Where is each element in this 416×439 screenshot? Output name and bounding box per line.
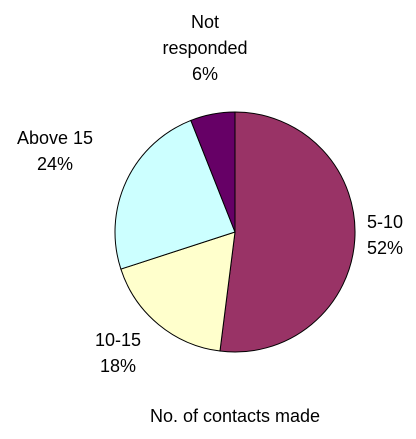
pie-slice	[219, 111, 356, 353]
slice-percent-label: 18%	[100, 356, 136, 376]
slice-category-label: Above 15	[17, 128, 93, 148]
slice-category-label: 10-15	[95, 330, 141, 350]
pie-slice	[114, 119, 236, 270]
axis-label: No. of contacts made	[150, 406, 320, 426]
slice-category-label: responded	[162, 38, 247, 58]
slice-category-label: Not	[191, 12, 219, 32]
slice-category-label: 5-10	[367, 212, 403, 232]
pie-slice	[120, 231, 236, 352]
slice-percent-label: 52%	[367, 238, 403, 258]
slice-percent-label: 6%	[192, 64, 218, 84]
pie-slice	[190, 111, 236, 233]
slice-percent-label: 24%	[37, 154, 73, 174]
